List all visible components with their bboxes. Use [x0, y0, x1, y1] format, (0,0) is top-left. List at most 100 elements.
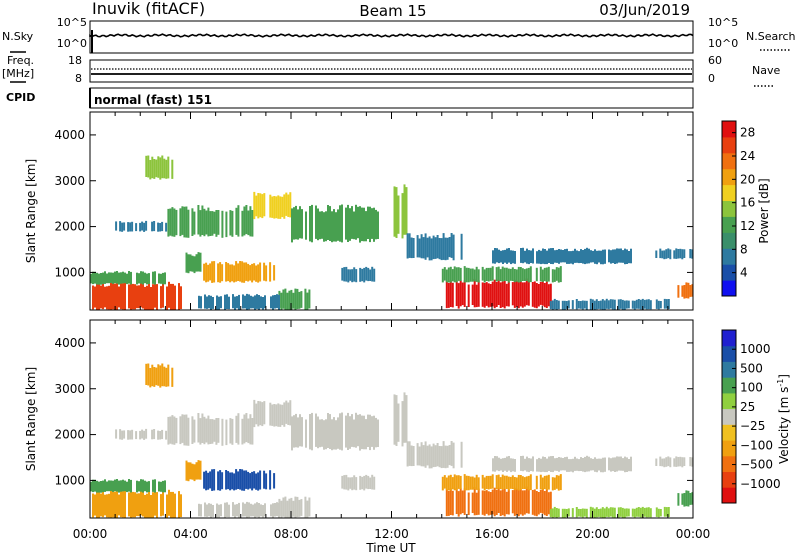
- range-gate-cell: [315, 205, 317, 239]
- range-gate-cell: [548, 456, 550, 471]
- range-gate-cell: [371, 208, 373, 239]
- range-gate-cell: [311, 412, 313, 451]
- range-gate-cell: [231, 210, 234, 237]
- range-gate-cell: [355, 204, 357, 240]
- range-gate-cell: [108, 480, 110, 492]
- range-gate-cell: [162, 490, 164, 516]
- range-gate-cell: [127, 222, 130, 232]
- range-gate-cell: [136, 285, 138, 309]
- range-gate-cell: [327, 413, 329, 448]
- range-gate-cell: [365, 266, 368, 281]
- range-gate-cell: [687, 490, 690, 507]
- range-gate-cell: [237, 205, 240, 237]
- range-gate-cell: [236, 296, 238, 309]
- range-gate-cell: [457, 267, 460, 281]
- range-gate-cell: [237, 413, 240, 445]
- range-gate-cell: [98, 282, 100, 310]
- velocity-colorbar-segment: [722, 377, 736, 394]
- range-gate-cell: [403, 184, 406, 235]
- range-gate-cell: [245, 413, 248, 443]
- range-gate-cell: [343, 475, 346, 490]
- range-gate-cell: [206, 296, 208, 309]
- range-gate-cell: [586, 455, 588, 472]
- range-gate-cell: [582, 458, 584, 472]
- range-gate-cell: [393, 186, 396, 237]
- range-gate-cell: [169, 416, 172, 444]
- range-gate-cell: [225, 470, 228, 490]
- range-gate-cell: [152, 271, 154, 284]
- range-gate-cell: [154, 284, 156, 308]
- range-gate-cell: [515, 488, 518, 515]
- power-colorbar-segment: [722, 168, 736, 186]
- range-gate-cell: [136, 272, 138, 285]
- range-gate-cell: [193, 211, 196, 235]
- range-gate-cell: [197, 460, 200, 480]
- range-gate-cell: [329, 206, 331, 241]
- range-gate-cell: [523, 477, 526, 489]
- range-gate-cell: [319, 211, 321, 240]
- range-gate-cell: [359, 414, 361, 451]
- range-gate-cell: [669, 249, 672, 260]
- range-gate-cell: [449, 488, 452, 515]
- range-gate-cell: [594, 457, 596, 472]
- range-gate-cell: [473, 486, 476, 516]
- scatter-region: [406, 233, 463, 261]
- y-tick-label: 4000: [54, 128, 85, 142]
- range-gate-cell: [557, 300, 560, 310]
- range-gate-cell: [623, 300, 626, 310]
- range-gate-cell: [588, 456, 590, 472]
- range-gate-cell: [547, 284, 550, 307]
- range-gate-cell: [213, 211, 216, 234]
- range-gate-cell: [289, 400, 292, 426]
- range-gate-cell: [608, 249, 610, 263]
- range-gate-cell: [539, 266, 542, 282]
- range-gate-cell: [264, 503, 266, 517]
- range-gate-cell: [264, 295, 266, 309]
- range-gate-cell: [599, 300, 602, 310]
- range-gate-cell: [138, 273, 140, 284]
- y-tick-label: 4000: [54, 336, 85, 350]
- range-gate-cell: [361, 207, 363, 242]
- range-gate-cell: [205, 210, 208, 235]
- range-gate-cell: [496, 456, 498, 471]
- range-gate-cell: [691, 492, 693, 505]
- range-gate-cell: [605, 298, 608, 309]
- range-gate-cell: [128, 492, 130, 517]
- range-gate-cell: [162, 282, 164, 308]
- range-gate-cell: [418, 446, 421, 466]
- range-gate-cell: [237, 471, 240, 489]
- range-gate-cell: [175, 209, 178, 236]
- range-gate-cell: [481, 282, 484, 307]
- range-gate-cell: [451, 282, 454, 308]
- range-gate-cell: [491, 474, 494, 489]
- range-gate-cell: [585, 508, 588, 518]
- range-gate-cell: [685, 490, 688, 507]
- y-tick-label: 3000: [54, 174, 85, 188]
- range-gate-cell: [349, 208, 351, 241]
- range-gate-cell: [363, 415, 365, 450]
- range-gate-cell: [450, 233, 453, 258]
- range-gate-cell: [442, 233, 445, 260]
- range-gate-cell: [92, 479, 94, 493]
- range-gate-cell: [119, 221, 122, 232]
- range-gate-cell: [595, 507, 598, 518]
- range-gate-cell: [445, 281, 448, 309]
- range-gate-cell: [141, 221, 144, 231]
- range-gate-cell: [677, 457, 680, 467]
- range-gate-cell: [171, 207, 174, 237]
- range-gate-cell: [246, 501, 248, 518]
- range-gate-cell: [612, 249, 614, 264]
- power-colorbar-segment: [722, 121, 736, 138]
- range-gate-cell: [460, 233, 463, 260]
- range-gate-cell: [108, 285, 110, 310]
- range-gate-cell: [221, 210, 224, 238]
- range-gate-cell: [257, 472, 260, 491]
- range-gate-cell: [98, 490, 100, 518]
- range-gate-cell: [617, 507, 620, 518]
- velocity-colorbar-label: Velocity [m s-1]: [776, 374, 791, 464]
- range-gate-cell: [457, 491, 460, 517]
- range-gate-cell: [363, 207, 365, 242]
- range-gate-cell: [571, 508, 574, 518]
- range-gate-cell: [290, 497, 293, 518]
